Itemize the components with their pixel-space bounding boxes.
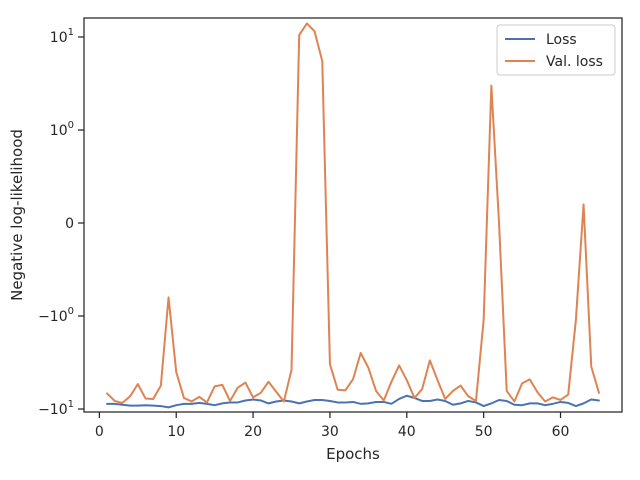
legend: Loss Val. loss <box>496 24 616 76</box>
legend-label-val-loss: Val. loss <box>546 54 603 70</box>
plot-frame <box>83 17 623 413</box>
legend-box <box>496 24 616 76</box>
x-tick-label: 10 <box>167 424 185 440</box>
x-axis-ticks: 0 10 20 30 40 50 60 <box>95 412 570 440</box>
legend-label-loss: Loss <box>546 32 577 48</box>
x-tick-label: 30 <box>321 424 339 440</box>
y-axis-label: Negative log-likelihood <box>8 129 26 301</box>
series-layer <box>106 22 600 409</box>
x-axis-label: Epochs <box>326 445 380 463</box>
y-tick-label: 101 <box>50 27 74 46</box>
y-tick-label: 100 <box>50 120 74 139</box>
y-tick-label: 0 <box>65 216 74 232</box>
x-tick-label: 60 <box>552 424 570 440</box>
y-axis-ticks: 101 100 0 −100 −101 <box>38 27 84 418</box>
x-tick-label: 40 <box>398 424 416 440</box>
y-tick-label: −101 <box>38 399 74 418</box>
series-line-val-loss <box>106 22 600 404</box>
y-tick-label: −100 <box>38 306 74 325</box>
series-line-loss <box>106 394 600 409</box>
x-tick-label: 20 <box>244 424 262 440</box>
x-tick-label: 0 <box>95 424 104 440</box>
x-tick-label: 50 <box>475 424 493 440</box>
